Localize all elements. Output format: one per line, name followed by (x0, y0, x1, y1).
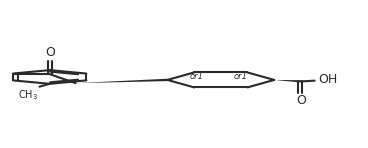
Text: O: O (45, 46, 55, 59)
Polygon shape (75, 79, 168, 83)
Text: CH$_3$: CH$_3$ (18, 88, 38, 102)
Text: O: O (296, 94, 306, 107)
Polygon shape (274, 80, 302, 83)
Text: OH: OH (318, 73, 337, 86)
Text: or1: or1 (234, 72, 248, 81)
Text: or1: or1 (190, 72, 204, 81)
